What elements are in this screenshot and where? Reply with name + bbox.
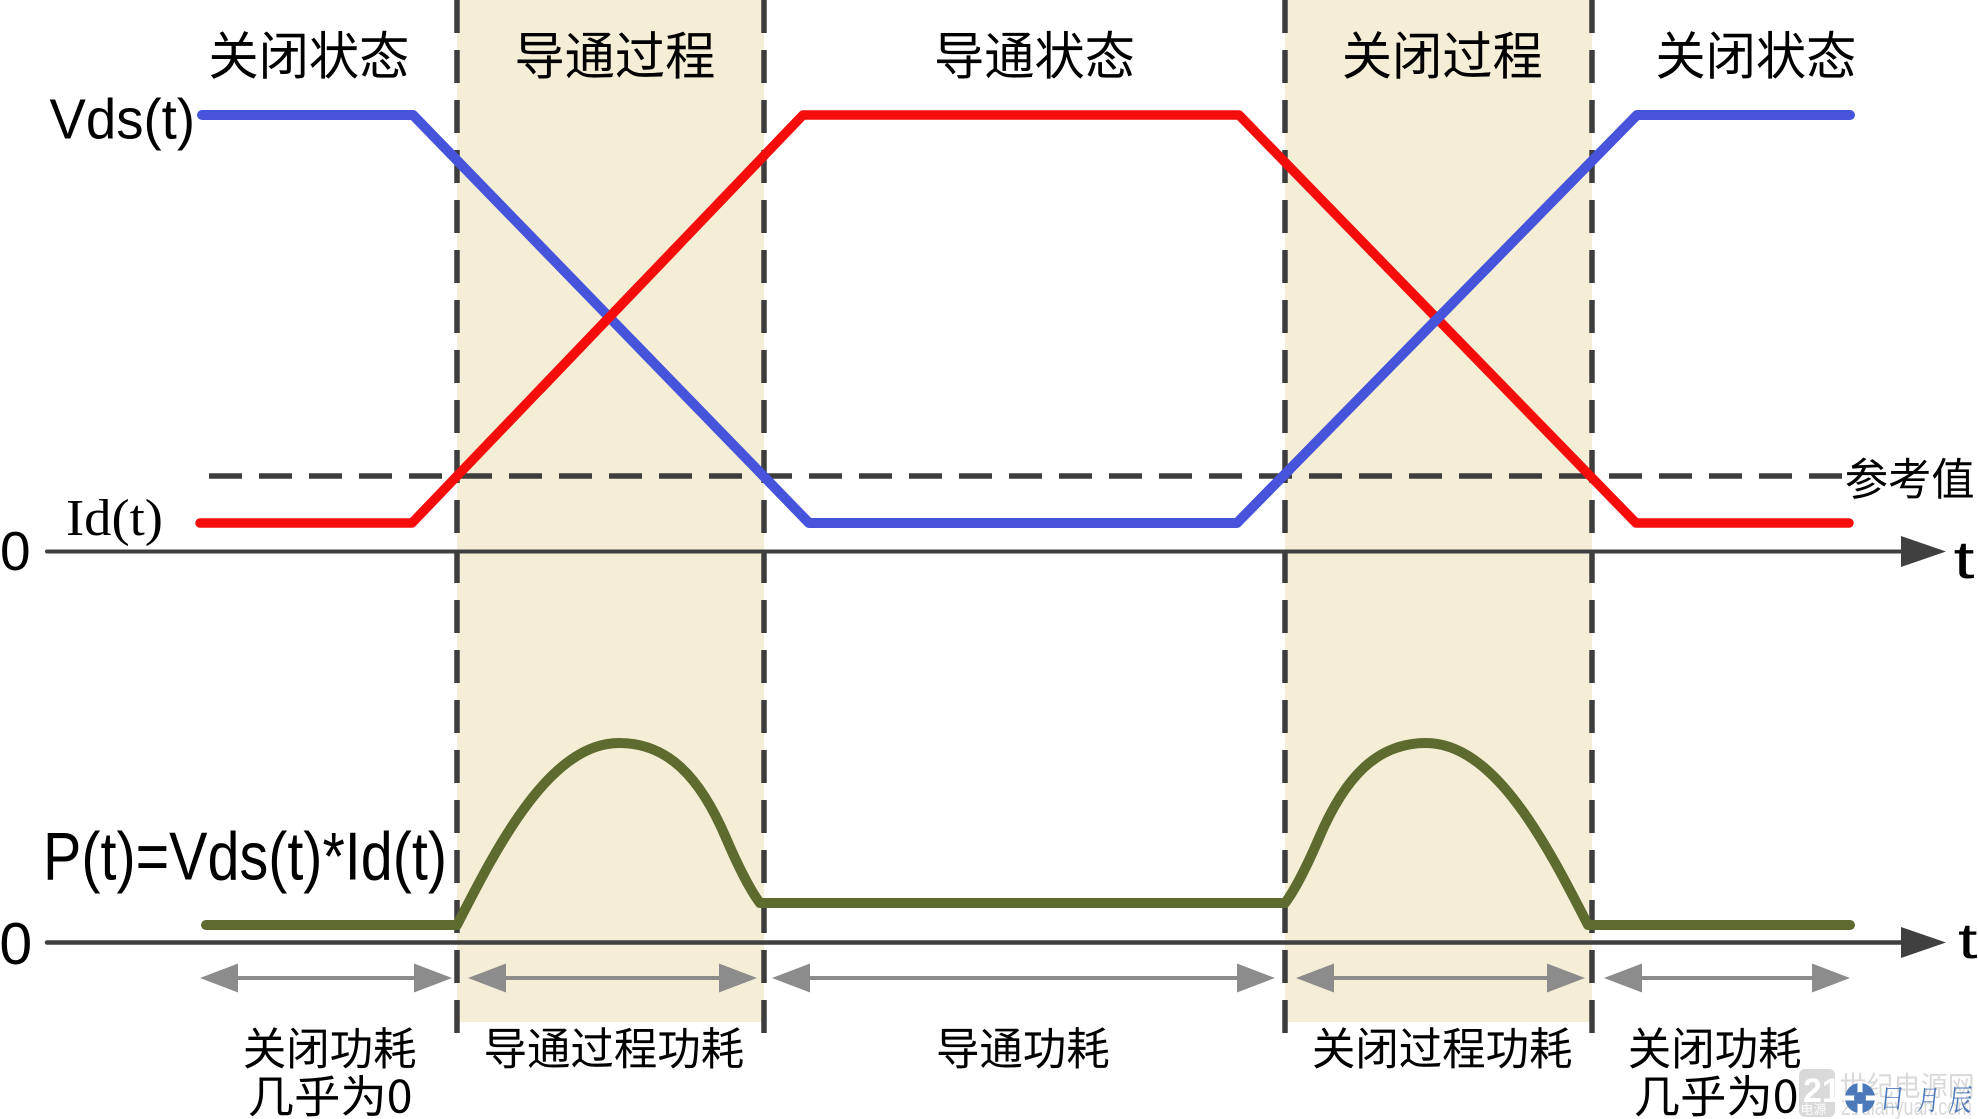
svg-text:P(t)=Vds(t)*Id(t): P(t)=Vds(t)*Id(t) <box>43 819 447 895</box>
svg-text:Vds(t): Vds(t) <box>50 88 196 152</box>
svg-text:t: t <box>1958 913 1978 969</box>
svg-text:21: 21 <box>1803 1072 1841 1110</box>
svg-text:0: 0 <box>0 520 31 582</box>
svg-text:t: t <box>1954 531 1975 590</box>
svg-text:Id(t): Id(t) <box>66 490 163 547</box>
svg-text:0: 0 <box>0 911 32 977</box>
